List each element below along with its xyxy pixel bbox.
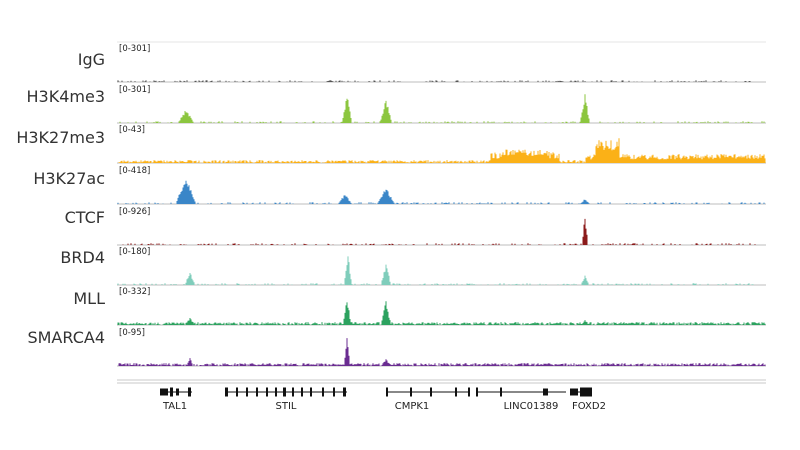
gene-label-tal1: TAL1: [162, 401, 188, 412]
gene-tal1-exon: [160, 388, 168, 396]
track-range-smarca4: [0-95]: [119, 328, 145, 338]
track-range-mll: [0-332]: [119, 287, 151, 297]
gene-linc01389-exon: [500, 387, 502, 397]
gene-stil-exon: [322, 387, 324, 397]
track-label-mll: MLL: [73, 289, 105, 308]
gene-foxd2-exon: [580, 387, 592, 397]
gene-stil-exon: [343, 387, 346, 397]
gene-cmpk1-exon: [468, 387, 470, 397]
gene-label-linc01389: LINC01389: [503, 401, 559, 412]
gene-label-foxd2: FOXD2: [572, 401, 606, 412]
gene-stil-exon: [333, 387, 335, 397]
gene-stil-exon: [225, 387, 228, 397]
gene-linc01389-exon: [543, 388, 548, 396]
gene-stil-exon: [310, 387, 312, 397]
gene-stil-exon: [283, 387, 286, 397]
gene-cmpk1-exon: [386, 387, 388, 397]
gene-tal1-exon: [188, 387, 191, 397]
track-range-h3k4me3: [0-301]: [119, 85, 151, 95]
gene-cmpk1-exon: [430, 387, 432, 397]
gene-stil-exon: [301, 387, 303, 397]
gene-stil-exon: [246, 387, 248, 397]
track-range-ctcf: [0-926]: [119, 207, 151, 217]
gene-label-cmpk1: CMPK1: [394, 401, 430, 412]
track-range-h3k27ac: [0-418]: [119, 166, 151, 176]
track-range-h3k27me3: [0-43]: [119, 125, 145, 135]
signal-h3k27ac: [117, 180, 765, 204]
signal-brd4: [117, 256, 754, 285]
gene-linc01389-exon: [476, 387, 478, 397]
signal-h3k27me3: [118, 138, 766, 163]
track-label-brd4: BRD4: [60, 248, 105, 267]
gene-cmpk1-exon: [410, 387, 412, 397]
track-label-h3k4me3: H3K4me3: [26, 87, 106, 106]
gene-stil-exon: [266, 387, 268, 397]
signal-h3k4me3: [119, 94, 765, 123]
track-range-brd4: [0-180]: [119, 247, 151, 257]
track-label-smarca4: SMARCA4: [27, 328, 105, 347]
track-label-h3k27me3: H3K27me3: [16, 128, 105, 147]
track-label-igg: IgG: [77, 50, 105, 69]
gene-tal1-exon: [176, 388, 179, 396]
gene-foxd2-exon: [570, 388, 578, 396]
track-label-h3k27ac: H3K27ac: [33, 169, 105, 188]
gene-label-stil: STIL: [275, 401, 297, 412]
signal-igg: [117, 80, 751, 82]
gene-stil-exon: [256, 387, 258, 397]
track-range-igg: [0-301]: [119, 44, 151, 54]
signal-mll: [117, 301, 766, 325]
gene-cmpk1-exon: [455, 387, 457, 397]
signal-smarca4: [118, 338, 766, 366]
gene-stil-exon: [292, 387, 294, 397]
gene-tal1-exon: [170, 387, 173, 397]
gene-stil-exon: [275, 387, 277, 397]
track-label-ctcf: CTCF: [64, 208, 105, 227]
gene-stil-exon: [236, 387, 238, 397]
signal-ctcf: [122, 218, 756, 245]
